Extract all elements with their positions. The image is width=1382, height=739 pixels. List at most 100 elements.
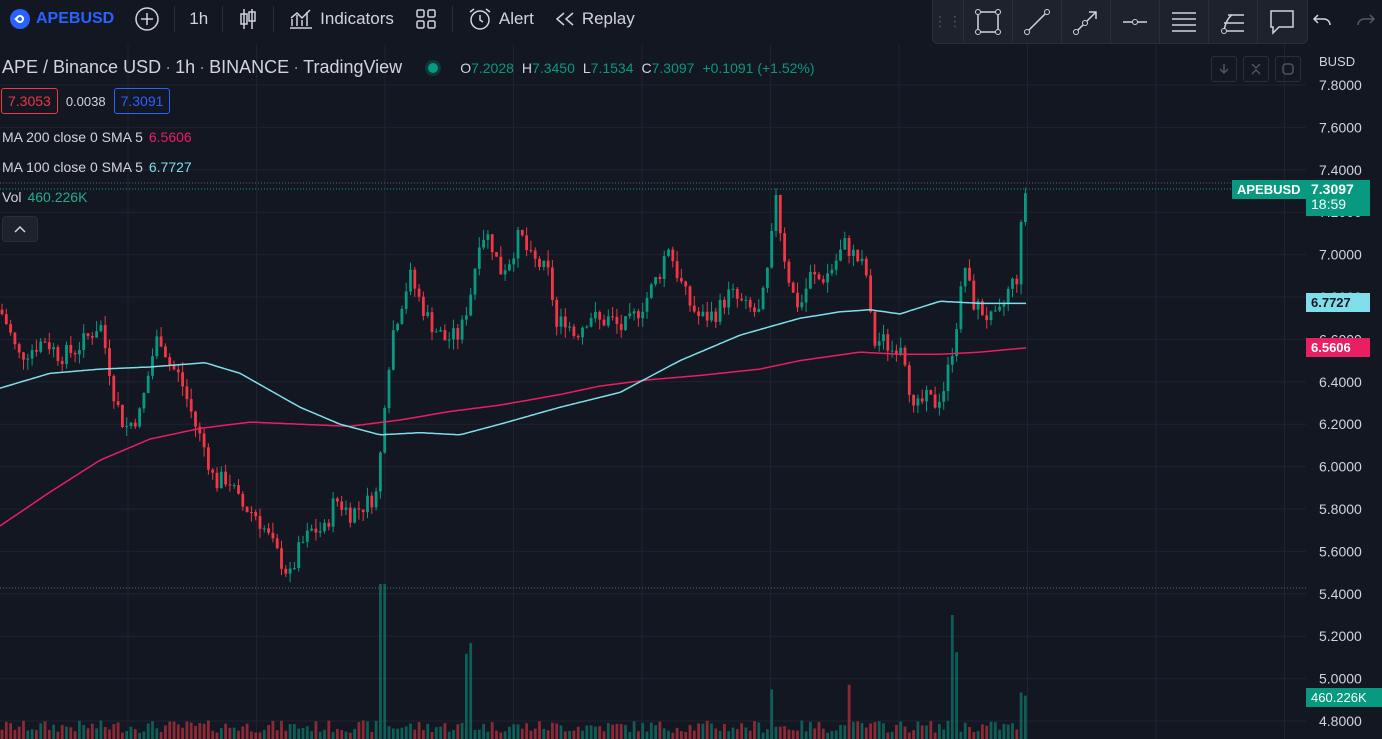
volume-bar (912, 730, 915, 739)
move-down-button[interactable] (1211, 56, 1237, 82)
chart-type-button[interactable] (227, 0, 269, 38)
collapse-legend-button[interactable] (2, 216, 38, 242)
volume-bar (477, 729, 481, 739)
volume-bar (692, 730, 696, 739)
volume-bar (293, 724, 296, 739)
interval-button[interactable]: 1h (179, 0, 218, 38)
fib-retracement-button[interactable] (1159, 0, 1208, 43)
price-tick-label: 7.0000 (1319, 247, 1362, 263)
sell-price-button[interactable]: 7.3053 (1, 88, 58, 114)
buy-price-button[interactable]: 7.3091 (113, 88, 171, 114)
symbol-search-button[interactable]: APEBUSD (0, 0, 124, 38)
volume-bar (301, 727, 305, 739)
candle-body (727, 289, 731, 308)
volume-bar (69, 727, 73, 739)
currency-label: BUSD (1319, 54, 1356, 69)
arrow-down-icon (1219, 64, 1229, 75)
volume-bars (0, 584, 1027, 739)
indicators-button[interactable]: Indicators (278, 0, 404, 38)
volume-bar (185, 721, 189, 739)
layouts-button[interactable] (404, 0, 448, 38)
chart-grid (0, 44, 1306, 739)
volume-bar (168, 721, 172, 739)
volume-bar (529, 730, 533, 739)
candle-body (744, 299, 748, 301)
undo-button[interactable] (1308, 6, 1336, 34)
candle-body (336, 498, 339, 502)
volume-bar (370, 732, 374, 739)
series-legend[interactable]: APE / Binance USD · 1h · BINANCE · Tradi… (2, 57, 815, 78)
candle-body (714, 311, 718, 322)
arrow-line-button[interactable] (1061, 0, 1110, 43)
candle-body (39, 341, 43, 352)
volume-bar (735, 729, 739, 739)
candle-body (516, 229, 520, 259)
replay-button[interactable]: Replay (544, 0, 645, 38)
compare-symbol-button[interactable] (124, 0, 170, 38)
price-tick-label: 7.4000 (1319, 162, 1362, 178)
volume-bar (215, 732, 219, 739)
volume-legend[interactable]: Vol 460.226K (2, 189, 87, 205)
volume-bar (159, 731, 163, 739)
candle-body (499, 256, 503, 275)
replay-label: Replay (581, 9, 635, 28)
volume-bar (882, 723, 885, 739)
pitchfork-button[interactable] (1208, 0, 1257, 43)
spread-value: 0.0038 (65, 93, 106, 109)
volume-bar (731, 727, 735, 739)
pane-controls (1211, 56, 1301, 82)
horizontal-line-button[interactable] (1110, 0, 1159, 43)
volume-bar (602, 731, 606, 739)
trend-line-button[interactable] (1012, 0, 1061, 43)
ma200-legend[interactable]: MA 200 close 0 SMA 5 6.5606 (2, 129, 192, 145)
redo-button[interactable] (1352, 6, 1380, 34)
candle-body (370, 495, 374, 508)
volume-bar (611, 724, 614, 739)
volume-bar (258, 732, 262, 739)
reset-pane-button[interactable] (1275, 56, 1301, 82)
volume-bar (456, 724, 460, 739)
price-tick-label: 6.0000 (1319, 459, 1362, 475)
ma100-legend[interactable]: MA 100 close 0 SMA 5 6.7727 (2, 159, 192, 175)
candle-body (374, 491, 378, 508)
candle-body (452, 328, 455, 340)
volume-bar (675, 727, 679, 739)
volume-bar (164, 725, 167, 739)
collapse-pane-button[interactable] (1243, 56, 1269, 82)
candle-body (30, 350, 34, 359)
candle-body (469, 294, 473, 316)
drag-handle-icon[interactable]: ⋮⋮ (933, 13, 963, 29)
volume-bar (520, 728, 524, 739)
candle-body (284, 568, 288, 574)
volume-bar (525, 723, 528, 739)
rectangle-tool-icon (975, 8, 1001, 35)
candle-body (465, 315, 468, 320)
candles-icon (240, 9, 256, 29)
volume-tag: 460.226K (1306, 688, 1382, 707)
candle-body (361, 509, 365, 513)
candle-body (13, 332, 17, 345)
volume-bar (146, 723, 150, 739)
candle-body (968, 267, 971, 281)
volume-bar (155, 728, 159, 739)
legend-separator: · (293, 57, 300, 77)
volume-bar (946, 720, 950, 739)
candle-body (710, 311, 713, 321)
volume-bar (348, 732, 352, 739)
callout-button[interactable] (1257, 0, 1306, 43)
candle-body (267, 528, 270, 533)
alert-button[interactable]: Alert (457, 0, 544, 38)
legend-exchange: BINANCE (209, 57, 290, 77)
candle-body (856, 249, 860, 262)
volume-bar (103, 726, 107, 739)
candle-body (619, 324, 623, 331)
rectangle-tool-button[interactable] (963, 0, 1012, 43)
candle-body (245, 506, 249, 513)
candle-body (164, 346, 167, 358)
volume-bar (791, 730, 795, 739)
price-tick-label: 5.8000 (1319, 501, 1362, 517)
volume-bar (323, 729, 326, 739)
candle-body (17, 344, 21, 353)
volume-bar (271, 721, 275, 739)
